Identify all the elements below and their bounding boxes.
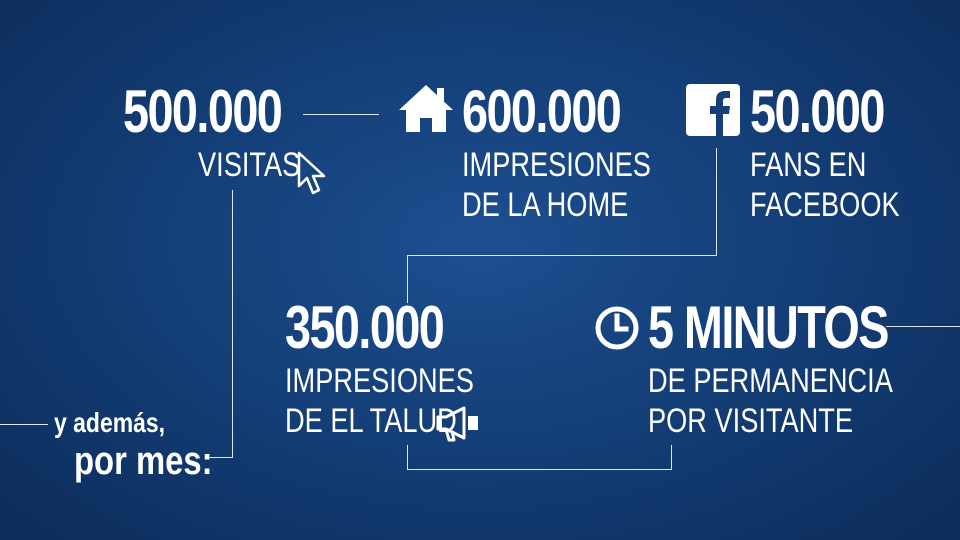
connector-visitas-vertical (232, 190, 233, 457)
facebook-label-line1: FANS EN (750, 146, 867, 184)
home-icon (399, 85, 453, 132)
minutos-label-line1: DE PERMANENCIA (648, 362, 893, 400)
megaphone-icon (436, 406, 478, 442)
visitas-value: 500.000 (123, 78, 283, 145)
footer-line1: y además, (54, 407, 166, 438)
connector-minutos-vertical (671, 445, 672, 470)
home-value: 600.000 (462, 78, 622, 145)
cursor-icon (297, 151, 326, 195)
talud-label-line2: DE EL TALUD (285, 402, 457, 440)
clock-icon (595, 306, 639, 350)
home-label-line1: IMPRESIONES (462, 146, 651, 184)
talud-value: 350.000 (285, 294, 445, 361)
minutos-value: 5 MINUTOS (648, 294, 889, 361)
connector-facebook-vertical (716, 148, 717, 255)
facebook-value: 50.000 (750, 78, 885, 145)
talud-label-line1: IMPRESIONES (285, 362, 474, 400)
minutos-label-line2: POR VISITANTE (648, 402, 854, 440)
footer-line2: por mes: (74, 439, 213, 483)
connector-talud-vertical (407, 255, 408, 303)
connector-visitas-home (303, 114, 379, 115)
connector-left-edge (0, 424, 48, 425)
connector-right-edge (886, 326, 960, 327)
connector-talud-bottom-vertical (407, 445, 408, 470)
connector-visitas-bottom (210, 457, 233, 458)
visitas-label: VISITAS (198, 146, 301, 184)
facebook-icon (686, 84, 740, 136)
home-label-line2: DE LA HOME (462, 186, 629, 224)
connector-bottom-horizontal (407, 469, 672, 470)
facebook-label-line2: FACEBOOK (750, 186, 900, 224)
connector-facebook-horizontal (407, 255, 717, 256)
